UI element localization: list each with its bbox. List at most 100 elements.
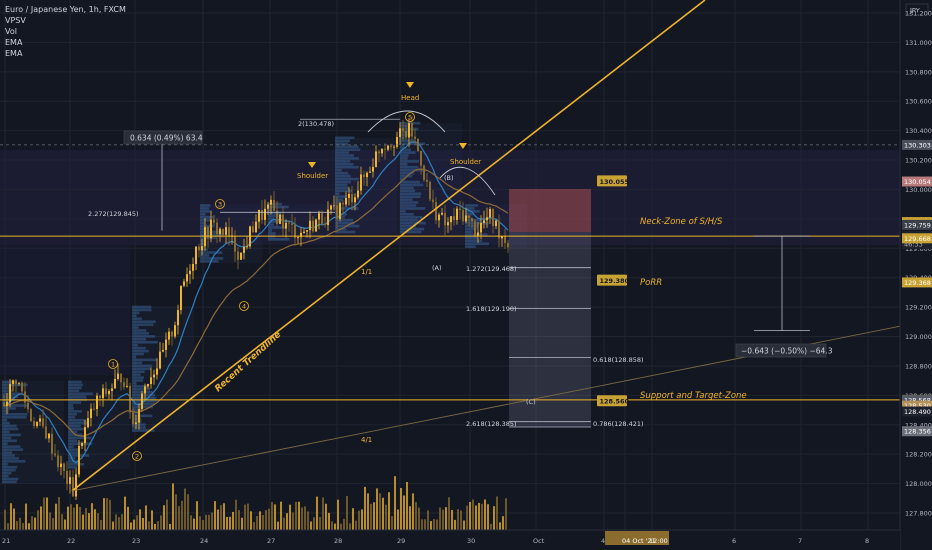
- volume-bar: [487, 504, 489, 530]
- measure-bottom-box: [735, 343, 827, 358]
- candle-body: [69, 477, 71, 484]
- volume-bar: [184, 488, 186, 530]
- candle-body: [93, 408, 95, 410]
- volume-profile-bar: [465, 233, 488, 237]
- candle-body: [423, 165, 425, 180]
- volume-bar: [478, 502, 480, 530]
- time-highlight-box: [605, 531, 669, 545]
- candle-body: [261, 210, 263, 220]
- candle-body: [399, 128, 401, 138]
- candle-body: [297, 237, 299, 238]
- candle-body: [183, 281, 185, 286]
- volume-profile-bar: [132, 382, 137, 385]
- recent-trendline: [71, 0, 706, 492]
- price-tick-label: 128.800: [905, 362, 932, 370]
- volume-profile-bar: [132, 335, 156, 338]
- candle-body: [396, 137, 398, 147]
- volume-profile-bar: [200, 260, 219, 263]
- candle-body: [192, 264, 194, 271]
- candle-body: [96, 395, 98, 410]
- candle-body: [132, 412, 134, 424]
- fib-0786-label: 0.786(128.421): [593, 420, 644, 428]
- price-badge-box: [902, 400, 932, 411]
- candle-body: [186, 274, 188, 282]
- volume-bar: [22, 523, 24, 530]
- indicator-ema-2[interactable]: EMA: [5, 49, 23, 58]
- volume-bar: [136, 515, 138, 530]
- candle-body: [504, 236, 506, 243]
- price-tick-label: 127.800: [905, 510, 932, 518]
- volume-bar: [397, 509, 399, 530]
- volume-profile-bar: [200, 213, 206, 216]
- price-tick-label: 131.200: [905, 10, 932, 18]
- time-tick-label: 28: [334, 537, 342, 545]
- volume-bar: [187, 494, 189, 530]
- volume-profile-bar: [2, 383, 28, 387]
- volume-profile-bar: [465, 242, 489, 246]
- volume-profile-bar: [268, 217, 275, 221]
- indicator-vpsv[interactable]: VPSV: [5, 16, 26, 25]
- candle-body: [228, 227, 230, 237]
- volume-bar: [400, 487, 402, 530]
- volume-profile-bar: [132, 414, 153, 418]
- candle-body: [345, 197, 347, 205]
- right-shoulder-arc: [439, 166, 496, 196]
- candle-body: [117, 373, 119, 379]
- candle-body: [63, 463, 65, 472]
- volume-profile-bar: [335, 168, 342, 172]
- symbol-title[interactable]: Euro / Japanese Yen, 1h, FXCM: [5, 5, 126, 14]
- volume-bar: [88, 513, 90, 530]
- volume-bar: [133, 519, 135, 530]
- candle-body: [18, 382, 20, 384]
- volume-profile-bar: [200, 224, 215, 228]
- candle-body: [126, 385, 128, 387]
- candle-body: [165, 339, 167, 350]
- volume-bar: [175, 494, 177, 530]
- volume-profile-bar: [465, 236, 478, 240]
- volume-profile-bar: [400, 215, 423, 219]
- left-shoulder-label: Shoulder: [297, 172, 328, 180]
- time-tick-label: 21: [2, 537, 10, 545]
- indicator-ema-1[interactable]: EMA: [5, 38, 23, 47]
- volume-bar: [58, 496, 60, 530]
- volume-profile-bar: [2, 448, 24, 451]
- volume-profile-bar: [68, 436, 92, 440]
- volume-profile-bar: [465, 245, 476, 248]
- volume-bar: [142, 517, 144, 530]
- candle-body: [285, 222, 287, 229]
- volume-bar: [346, 496, 348, 530]
- volume-profile-bar: [400, 183, 424, 187]
- volume-profile-bar: [465, 213, 473, 216]
- price-badge-timer: 46:33: [904, 241, 923, 249]
- volume-profile-bar: [132, 417, 142, 421]
- volume-profile-bar: [400, 186, 414, 190]
- volume-profile-bar: [132, 346, 146, 350]
- volume-profile-bar: [68, 401, 82, 404]
- volume-bar: [121, 514, 123, 530]
- target-low-badge-box: [597, 395, 627, 407]
- candle-body: [57, 455, 59, 468]
- volume-bar: [451, 509, 453, 530]
- volume-bar: [190, 515, 192, 530]
- volume-profile-bar: [400, 145, 405, 148]
- right-shoulder-marker: [459, 143, 467, 149]
- time-tick-label: 7: [798, 537, 802, 545]
- left-shoulder-marker: [308, 162, 316, 168]
- volume-profile-bar: [2, 392, 21, 396]
- candle-body: [237, 251, 239, 260]
- volume-bar: [226, 516, 228, 530]
- volume-profile-bar: [335, 171, 349, 175]
- candle-body: [495, 220, 497, 227]
- candle-body: [141, 393, 143, 409]
- indicator-vol[interactable]: Vol: [5, 27, 17, 36]
- neck-zone-label: Neck-Zone of S/H/S: [640, 217, 723, 227]
- candle-body: [36, 421, 38, 427]
- volume-profile-box: [268, 204, 330, 241]
- volume-bar: [154, 523, 156, 530]
- volume-profile-bar: [200, 248, 208, 251]
- volume-bar: [460, 510, 462, 530]
- volume-profile-bar: [68, 427, 86, 431]
